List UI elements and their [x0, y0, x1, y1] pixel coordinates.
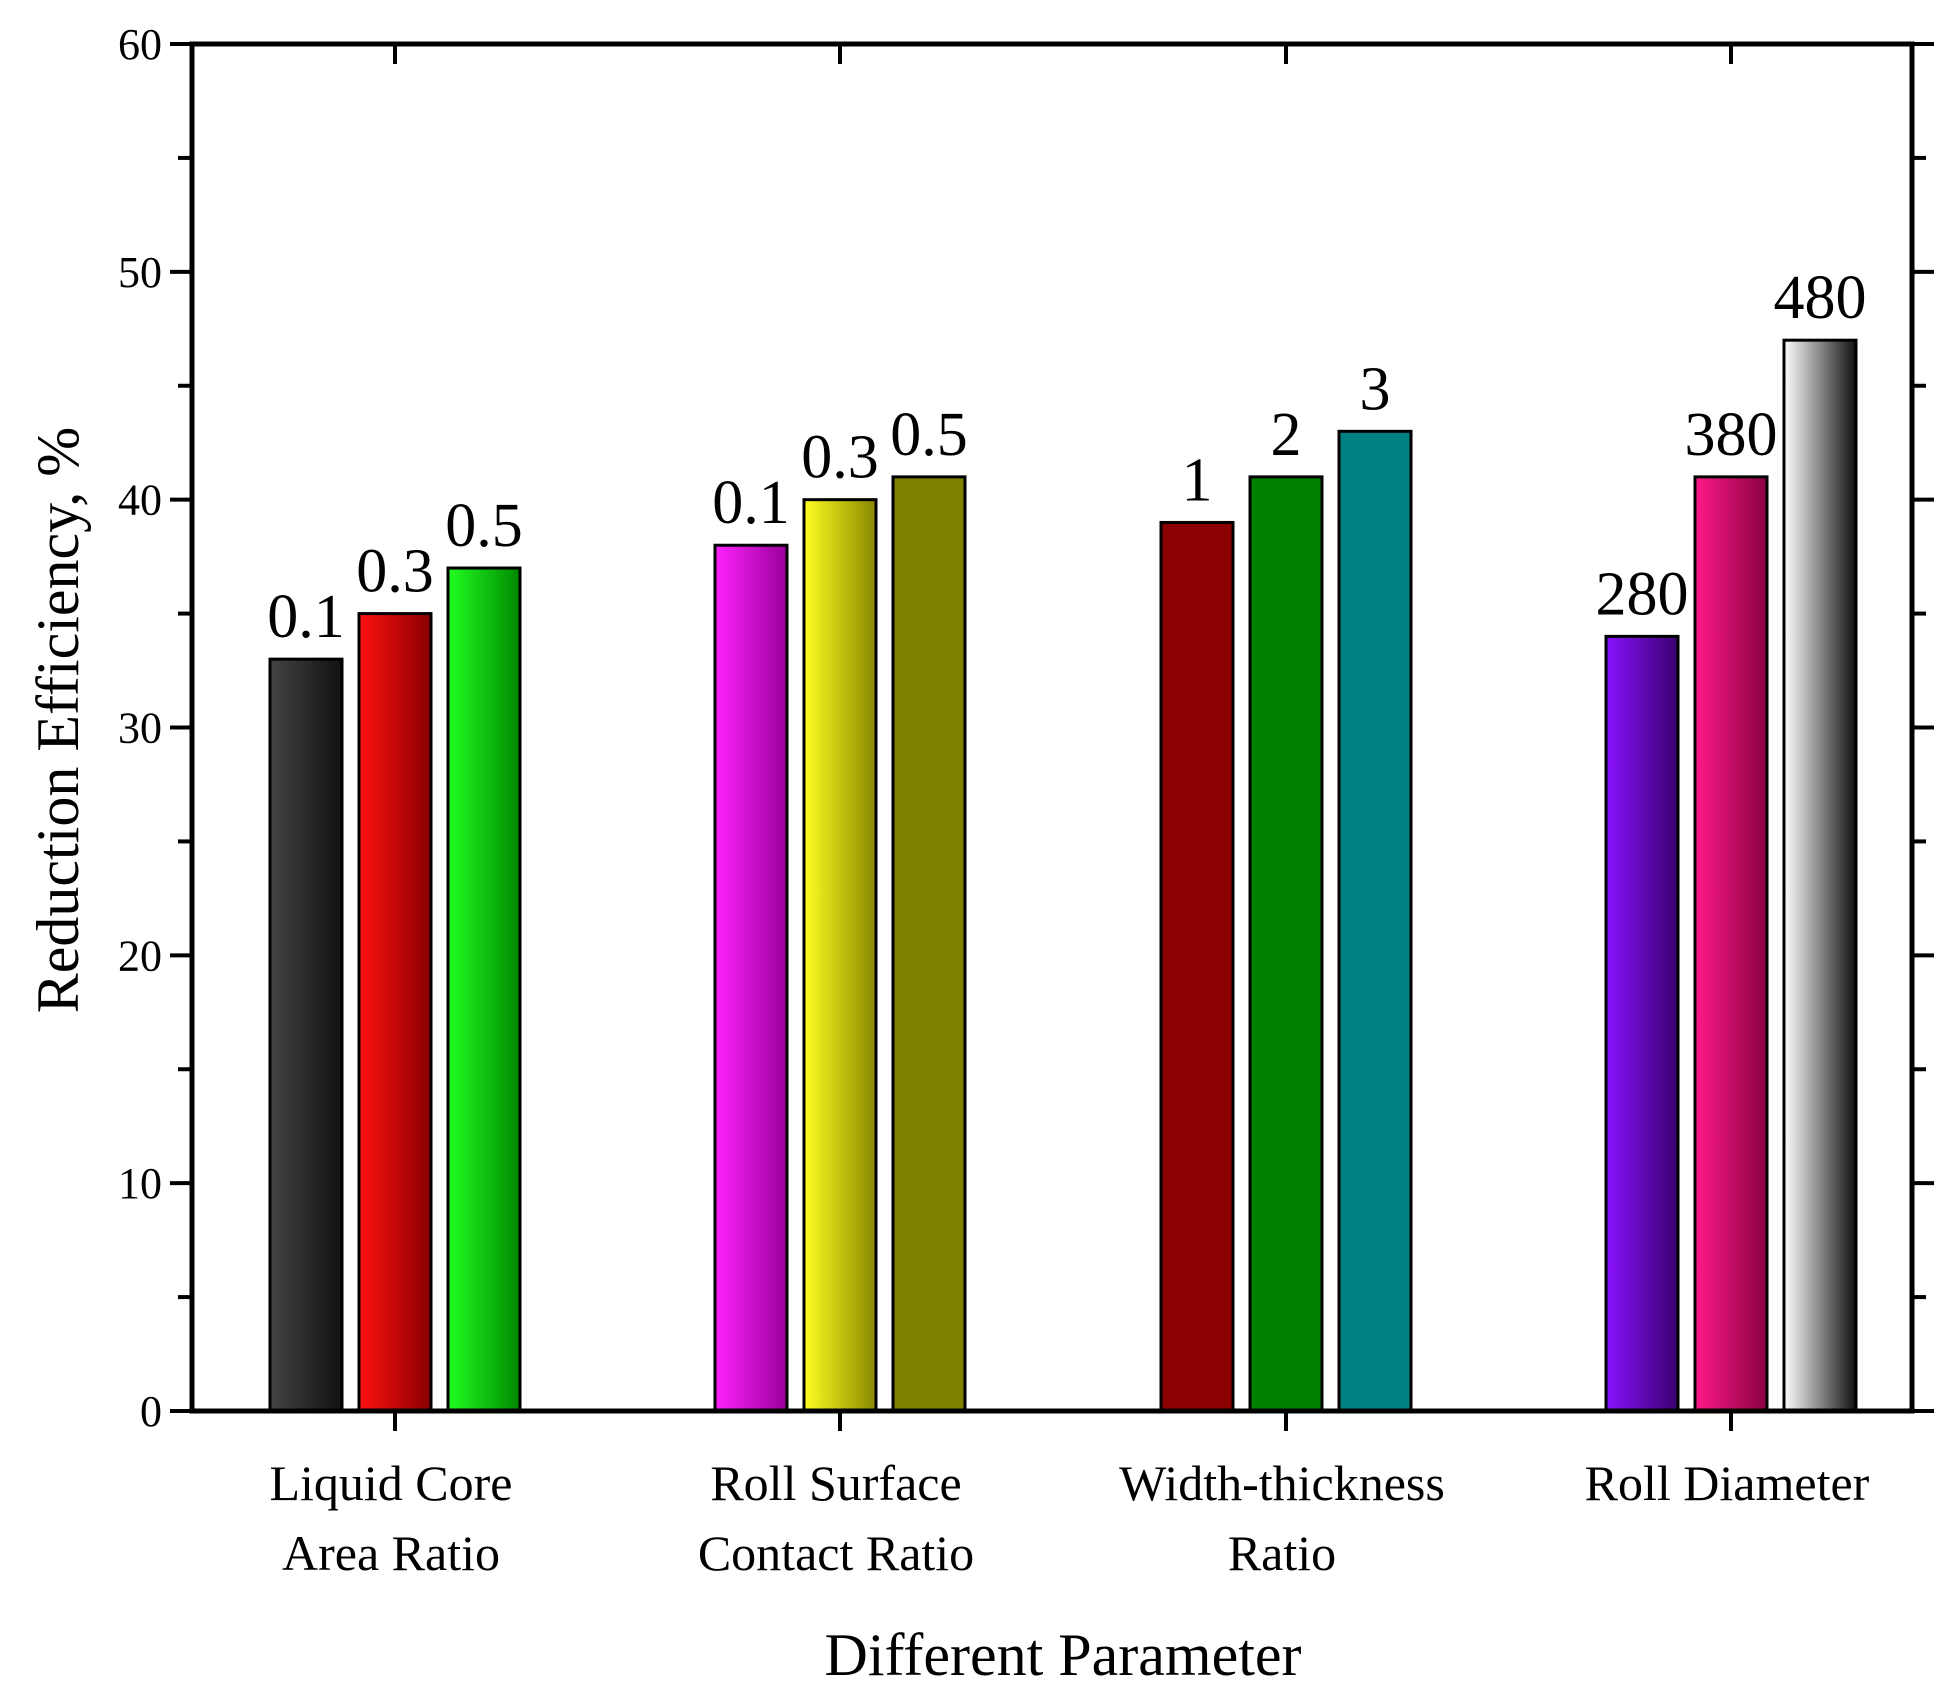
- y-tick-label: 0: [140, 1387, 162, 1436]
- bar-value-label: 0.3: [801, 424, 879, 492]
- category-label: Width-thickness: [1119, 1455, 1445, 1511]
- bar-value-label: 0.1: [267, 583, 345, 651]
- bar-value-label: 3: [1360, 355, 1391, 423]
- y-tick-label: 50: [118, 248, 162, 297]
- category-label: Area Ratio: [282, 1525, 500, 1581]
- bar-value-label: 380: [1685, 401, 1778, 469]
- category-label: Roll Surface: [710, 1455, 961, 1511]
- axes-layer: 0 10 20 30 40 50 60: [118, 20, 1934, 1436]
- bar: [802, 498, 878, 1413]
- bar: [1248, 475, 1324, 1413]
- bar-value-label: 0.5: [445, 492, 523, 560]
- bar: [1337, 429, 1413, 1413]
- category-label: Roll Diameter: [1585, 1455, 1870, 1511]
- y-tick-label: 10: [118, 1159, 162, 1208]
- category-label: Liquid Core: [269, 1455, 512, 1511]
- bar: [1782, 338, 1858, 1413]
- y-tick-label: 20: [118, 931, 162, 980]
- bar: [713, 543, 789, 1413]
- bar-value-label: 0.5: [890, 401, 968, 469]
- y-tick-label: 30: [118, 704, 162, 753]
- bar-value-label: 1: [1182, 446, 1213, 514]
- bar: [1159, 520, 1235, 1413]
- bar: [891, 475, 967, 1413]
- y-axis-title: Reduction Efficiency, %: [25, 427, 91, 1013]
- bar-value-label: 280: [1596, 560, 1689, 628]
- x-axis-title: Different Parameter: [825, 1622, 1302, 1688]
- y-tick-label: 40: [118, 476, 162, 525]
- category-label: Ratio: [1228, 1525, 1336, 1581]
- bar: [268, 657, 344, 1413]
- bars-layer: [268, 338, 1858, 1413]
- bar: [357, 612, 433, 1413]
- category-labels-layer: Liquid Core Area Ratio Roll Surface Contact…: [269, 1455, 1869, 1581]
- bar: [1604, 634, 1680, 1413]
- bar-value-label: 0.1: [712, 469, 790, 537]
- y-tick-label: 60: [118, 20, 162, 69]
- bar: [1693, 475, 1769, 1413]
- bar-value-label: 0.3: [356, 538, 434, 606]
- bar-value-label: 480: [1774, 264, 1867, 332]
- bar-value-label: 2: [1271, 401, 1302, 469]
- category-label: Contact Ratio: [698, 1525, 974, 1581]
- bar: [446, 566, 522, 1413]
